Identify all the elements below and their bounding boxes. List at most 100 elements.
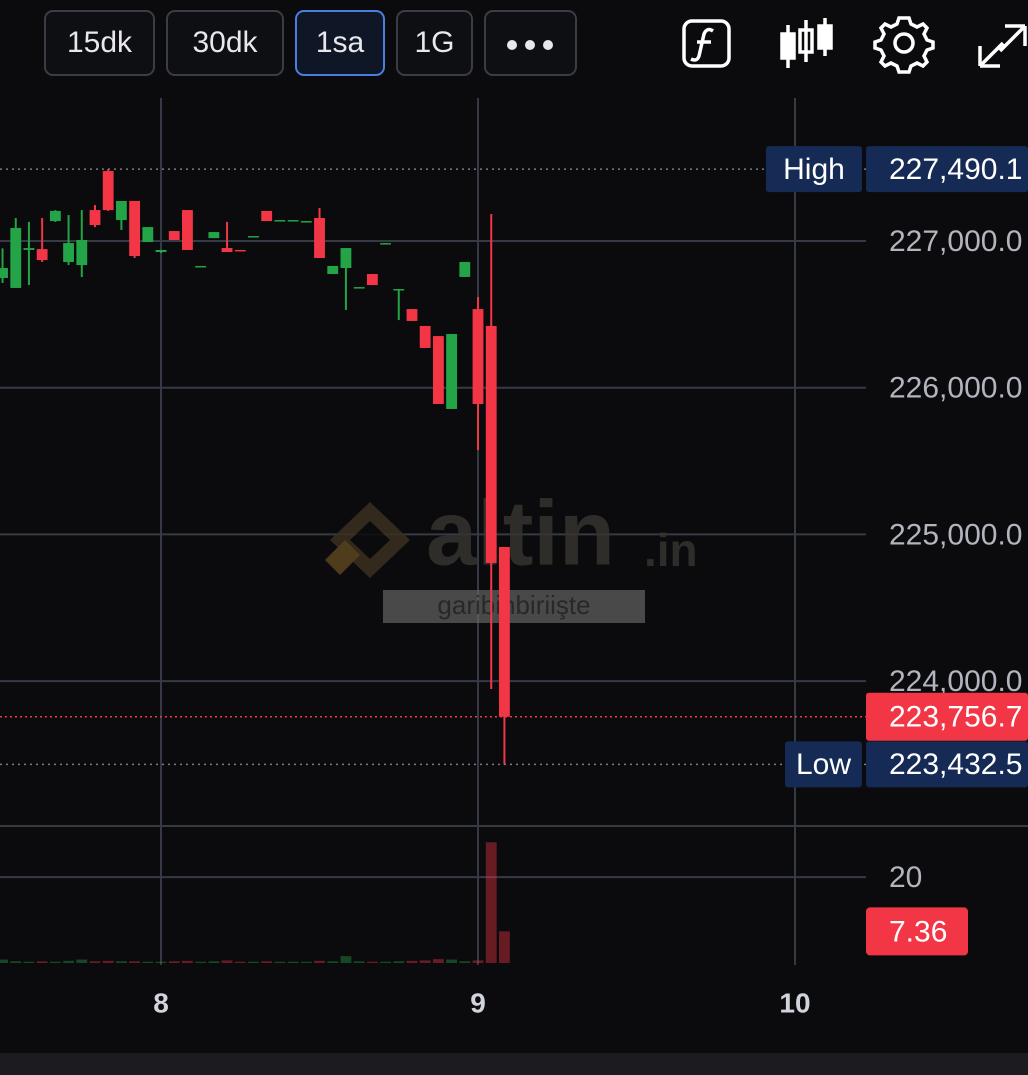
candle-body <box>287 220 299 222</box>
annotation-value-box <box>866 146 1028 193</box>
volume-bar <box>366 961 378 963</box>
annotation-label-box <box>785 741 862 788</box>
candle-body <box>23 248 35 250</box>
last-price-label: 223,756.7 <box>889 701 1022 734</box>
volume-bar <box>485 842 497 963</box>
candle-body <box>353 287 365 289</box>
volume-bar <box>10 961 22 963</box>
candle-body <box>195 265 207 268</box>
candle-body <box>115 200 127 221</box>
candle-body <box>49 210 61 222</box>
candle-body <box>10 227 22 288</box>
volume-bar <box>340 956 352 963</box>
volume-bar <box>419 960 431 963</box>
volume-bar <box>142 961 154 963</box>
volume-bar <box>102 960 114 963</box>
candle-body <box>274 220 286 222</box>
annotation-value-box <box>866 741 1028 788</box>
interval-label: 15dk <box>67 26 133 59</box>
watermark-text: altin <box>426 482 615 584</box>
volume-bar <box>353 961 365 963</box>
last-volume-label: 7.36 <box>889 915 947 948</box>
volume-bar <box>76 959 88 963</box>
volume-bar <box>314 960 325 963</box>
volume-bar <box>49 961 61 963</box>
interval-label: 1sa <box>316 26 365 59</box>
candle-body <box>155 249 167 253</box>
volume-bar <box>393 961 405 963</box>
watermark-caption: garibinbiriişte <box>437 590 590 620</box>
annotation-value: 223,432.5 <box>889 748 1022 781</box>
last-price-box <box>866 692 1028 741</box>
candle-body <box>234 249 246 252</box>
volume-bar <box>459 961 471 963</box>
bottom-bar <box>0 1053 1028 1075</box>
candle-body <box>168 231 180 240</box>
candle-body <box>380 243 391 245</box>
interval-button[interactable]: 30dk <box>166 10 284 76</box>
candle-body <box>76 239 88 266</box>
candle-body <box>366 274 378 286</box>
interval-button-active[interactable]: 1sa <box>295 10 385 76</box>
volume-bar <box>208 961 220 963</box>
candle-body <box>248 236 259 238</box>
interval-label: 30dk <box>192 26 258 59</box>
x-tick-label: 9 <box>470 987 486 1018</box>
volume-bar <box>115 961 127 963</box>
volume-bar <box>89 961 101 963</box>
candle-body <box>129 200 141 256</box>
chart-type-icon[interactable] <box>780 18 833 68</box>
watermark-suffix: .in <box>644 524 698 576</box>
interval-button[interactable]: 1G <box>396 10 473 76</box>
axis-labels: 224,000.0 225,000.0 226,000.0 227,000.0 20 8 9… <box>153 146 1028 1018</box>
volume-tick-label: 20 <box>889 861 922 894</box>
candle-body <box>472 309 484 404</box>
x-tick-label: 8 <box>153 987 169 1018</box>
volume-bar <box>182 960 193 963</box>
volume-bar <box>195 961 207 963</box>
annotation-value: 227,490.1 <box>889 153 1022 186</box>
candle-body <box>419 325 431 348</box>
more-button[interactable] <box>484 10 577 76</box>
candle-body <box>142 227 154 243</box>
volume-bar <box>63 960 74 963</box>
volume-bar <box>36 961 48 963</box>
volume-bar <box>432 959 444 963</box>
y-tick-label: 226,000.0 <box>889 372 1022 405</box>
interval-label: 1G <box>414 26 454 59</box>
volume-bar <box>498 931 510 963</box>
candle-body <box>459 261 471 277</box>
candle-body <box>393 288 405 291</box>
volume-bar <box>472 960 484 963</box>
volume-bar <box>221 960 233 963</box>
y-tick-label: 225,000.0 <box>889 518 1022 551</box>
fullscreen-icon[interactable] <box>978 24 1027 68</box>
y-tick-label: 224,000.0 <box>889 665 1022 698</box>
candle-body <box>102 171 114 211</box>
candle-body <box>314 217 325 259</box>
volume-bar <box>23 961 35 963</box>
volume-bar <box>406 960 418 963</box>
volume-bar <box>261 961 273 963</box>
candle-body <box>182 210 193 250</box>
candle-body <box>406 309 418 321</box>
candle-body <box>340 248 352 269</box>
settings-icon[interactable] <box>873 16 935 74</box>
candle-body <box>485 325 497 563</box>
candle-body <box>0 268 8 278</box>
volume-bar <box>300 961 312 963</box>
candle-body <box>221 248 233 253</box>
volume-bar <box>446 959 458 963</box>
plot <box>0 168 866 963</box>
volume-bar <box>327 961 339 963</box>
candle-body <box>498 547 510 717</box>
volume-bar <box>380 961 391 963</box>
annotation-label: High <box>783 153 845 186</box>
volume-bar <box>274 961 286 963</box>
indicator-icon[interactable] <box>682 19 731 68</box>
volume-bar <box>168 961 180 963</box>
interval-button[interactable]: 15dk <box>44 10 155 76</box>
candle-body <box>300 221 312 223</box>
candle-body <box>446 334 458 409</box>
